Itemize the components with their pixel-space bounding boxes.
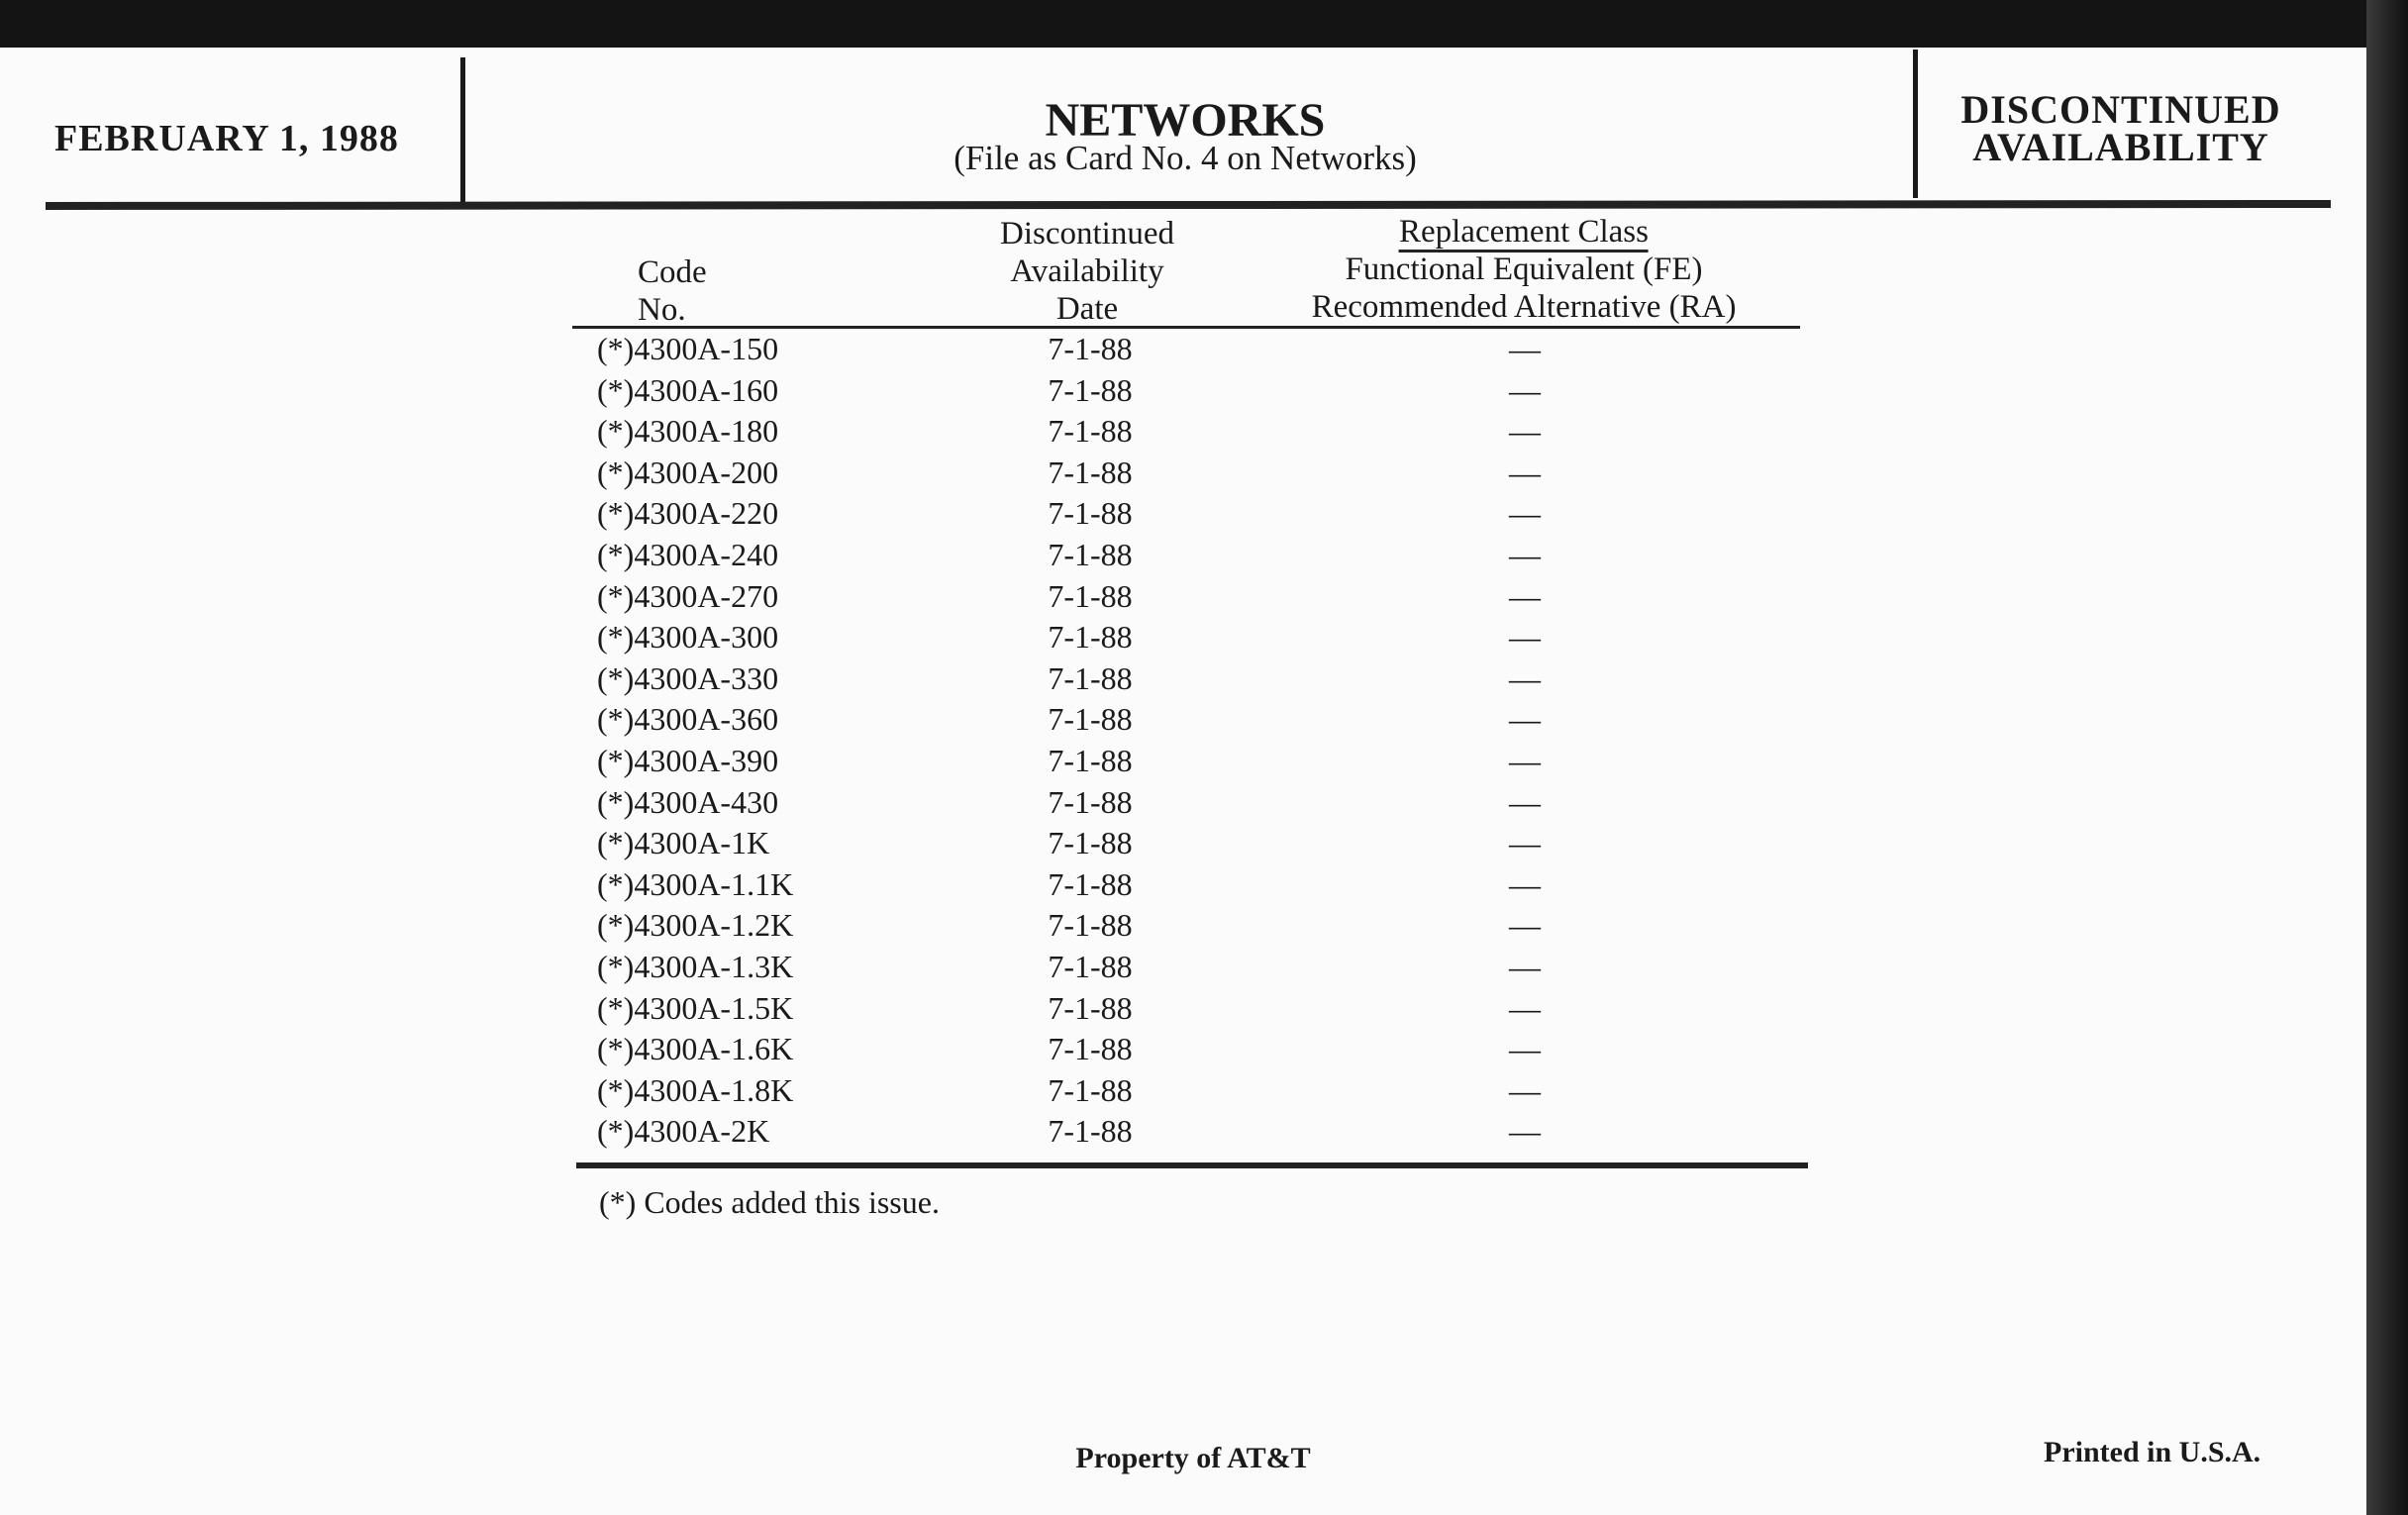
- column-header-date-line3: Date: [1055, 291, 1119, 327]
- date-cell: 7-1-88: [1048, 701, 1133, 738]
- code-cell: (*)4300A-1.1K: [597, 865, 794, 902]
- code-cell: (*)4300A-240: [597, 537, 779, 572]
- column-header-replacement: Replacement Class Functional Equivalent …: [1311, 213, 1737, 326]
- code-cell: (*)4300A-360: [597, 701, 779, 738]
- code-cell: (*)4300A-220: [597, 495, 779, 532]
- replacement-cell: —: [1509, 989, 1541, 1026]
- date-cell: 7-1-88: [1048, 659, 1133, 696]
- printed-notice: Printed in U.S.A.: [2044, 1436, 2261, 1468]
- table-bottom-rule: [576, 1162, 1808, 1168]
- code-cell: (*)4300A-180: [597, 413, 779, 450]
- date-cell: 7-1-88: [1048, 619, 1133, 656]
- date-cell: 7-1-88: [1048, 1031, 1133, 1067]
- replacement-cell: —: [1509, 1113, 1541, 1150]
- date-cell: 7-1-88: [1048, 371, 1133, 408]
- column-header-replacement-line3: Recommended Alternative (RA): [1311, 289, 1737, 325]
- section-label-line2: AVAILABILITY: [1972, 125, 2269, 169]
- date-cell: 7-1-88: [1048, 454, 1133, 490]
- replacement-cell: —: [1509, 1071, 1541, 1108]
- date-cell: 7-1-88: [1048, 577, 1133, 614]
- column-header-code-line2: No.: [638, 292, 686, 328]
- replacement-cell: —: [1509, 783, 1541, 820]
- replacement-cell: —: [1509, 701, 1541, 738]
- replacement-cell: —: [1509, 371, 1541, 408]
- table-header-rule: [572, 326, 1800, 329]
- header-rule: [46, 199, 2331, 211]
- date-cell: 7-1-88: [1048, 825, 1133, 861]
- property-notice: Property of AT&T: [1075, 1442, 1311, 1474]
- replacement-cell: —: [1509, 659, 1541, 696]
- date-cell: 7-1-88: [1048, 413, 1133, 450]
- date-cell: 7-1-88: [1048, 783, 1133, 820]
- code-cell: (*)4300A-160: [597, 371, 779, 408]
- replacement-cell: —: [1509, 1031, 1541, 1067]
- replacement-cell: —: [1509, 454, 1541, 490]
- date-cell: 7-1-88: [1048, 331, 1133, 366]
- page-title: NETWORKS: [1045, 94, 1326, 147]
- code-cell: (*)4300A-200: [597, 454, 779, 490]
- date-cell: 7-1-88: [1048, 949, 1133, 984]
- replacement-cell: —: [1509, 907, 1541, 944]
- date-cell: 7-1-88: [1048, 989, 1133, 1026]
- column-header-date-line1: Discontinued: [1000, 216, 1174, 252]
- code-cell: (*)4300A-270: [597, 577, 779, 614]
- replacement-cell: —: [1509, 577, 1541, 614]
- code-cell: (*)4300A-430: [597, 783, 779, 820]
- section-label: DISCONTINUED AVAILABILITY: [1960, 87, 2281, 169]
- replacement-cell: —: [1509, 619, 1541, 656]
- date-cell: 7-1-88: [1048, 1113, 1133, 1150]
- scan-top-border: [0, 0, 2408, 48]
- column-header-replacement-line1: Replacement Class: [1398, 214, 1649, 252]
- replacement-cell: —: [1509, 865, 1541, 902]
- code-cell: (*)4300A-1.8K: [597, 1071, 794, 1108]
- code-cell: (*)4300A-300: [597, 619, 779, 656]
- date-cell: 7-1-88: [1048, 743, 1133, 778]
- page-subtitle: (File as Card No. 4 on Networks): [953, 139, 1417, 177]
- date-cell: 7-1-88: [1048, 495, 1133, 532]
- header-divider-left: [460, 57, 465, 206]
- code-cell: (*)4300A-1.2K: [597, 907, 794, 944]
- replacement-cell: —: [1509, 495, 1541, 532]
- replacement-cell: —: [1509, 743, 1541, 778]
- code-cell: (*)4300A-2K: [597, 1113, 770, 1150]
- column-header-date-line2: Availability: [1010, 253, 1164, 289]
- code-cell: (*)4300A-150: [597, 331, 779, 366]
- replacement-cell: —: [1509, 331, 1541, 366]
- code-cell: (*)4300A-1K: [597, 825, 770, 861]
- header-divider-right: [1913, 50, 1918, 198]
- date-cell: 7-1-88: [1048, 1071, 1133, 1108]
- section-label-line1: DISCONTINUED: [1960, 87, 2281, 132]
- replacement-cell: —: [1509, 537, 1541, 572]
- code-cell: (*)4300A-1.3K: [597, 949, 794, 984]
- scan-right-border: [2366, 0, 2408, 1515]
- code-cell: (*)4300A-390: [597, 743, 779, 778]
- date-cell: 7-1-88: [1048, 537, 1133, 572]
- code-cell: (*)4300A-1.5K: [597, 989, 794, 1026]
- date-cell: 7-1-88: [1048, 865, 1133, 902]
- column-header-code: Code No.: [638, 253, 707, 329]
- footnote: (*) Codes added this issue.: [599, 1184, 940, 1220]
- issue-date: FEBRUARY 1, 1988: [54, 118, 399, 159]
- column-header-code-line1: Code: [638, 254, 707, 290]
- column-header-date: Discontinued Availability Date: [1000, 215, 1174, 328]
- replacement-cell: —: [1509, 413, 1541, 450]
- code-cell: (*)4300A-330: [597, 659, 779, 696]
- code-cell: (*)4300A-1.6K: [597, 1031, 794, 1067]
- date-cell: 7-1-88: [1048, 907, 1133, 944]
- column-header-replacement-line2: Functional Equivalent (FE): [1345, 252, 1703, 287]
- replacement-cell: —: [1509, 825, 1541, 861]
- replacement-cell: —: [1509, 949, 1541, 984]
